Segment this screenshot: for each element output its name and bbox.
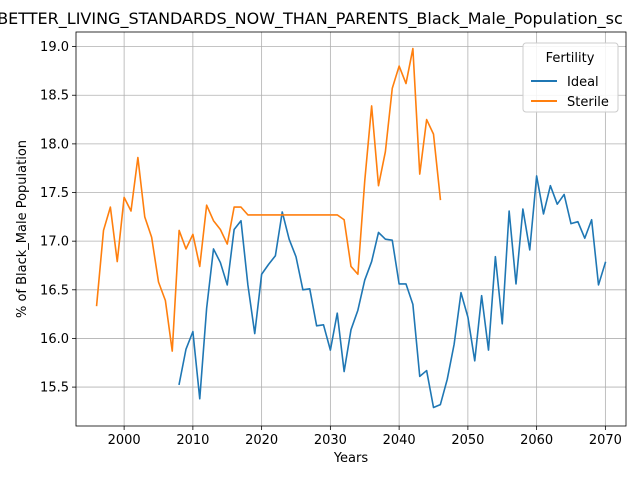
x-tick-label: 2030 — [314, 433, 347, 448]
x-tick-label: 2050 — [451, 433, 484, 448]
legend-label-sterile: Sterile — [567, 95, 609, 110]
x-tick-label: 2000 — [108, 433, 141, 448]
x-tick-label: 2060 — [520, 433, 553, 448]
y-tick-label: 18.5 — [40, 89, 69, 104]
series-line-sterile — [95, 47, 442, 352]
x-tick-label: 2070 — [589, 433, 622, 448]
axis-ticks: 2000 2010 2020 2030 2040 2050 2060 2070 15.5 16.0… — [40, 40, 622, 448]
x-tick-label: 2020 — [245, 433, 278, 448]
y-axis-label: % of Black_Male Population — [15, 140, 30, 318]
legend-title: Fertility — [546, 51, 595, 66]
x-tick-label: 2040 — [383, 433, 416, 448]
y-tick-label: 18.0 — [40, 137, 69, 152]
y-tick-label: 19.0 — [40, 40, 69, 55]
y-tick-label: 17.0 — [40, 235, 69, 250]
chart-title: BETTER_LIVING_STANDARDS_NOW_THAN_PARENTS… — [0, 9, 623, 29]
legend-label-ideal: Ideal — [567, 75, 599, 90]
x-axis-label: Years — [333, 451, 369, 466]
y-tick-label: 17.5 — [40, 186, 69, 201]
legend-box — [522, 42, 619, 113]
y-tick-label: 16.0 — [40, 332, 69, 347]
series-lines — [95, 47, 607, 409]
y-tick-label: 15.5 — [40, 381, 69, 396]
legend: Fertility Ideal Sterile — [522, 42, 619, 113]
plot-area-frame — [75, 31, 627, 427]
y-tick-label: 16.5 — [40, 283, 69, 298]
series-line-ideal — [178, 175, 607, 409]
x-tick-label: 2010 — [176, 433, 209, 448]
